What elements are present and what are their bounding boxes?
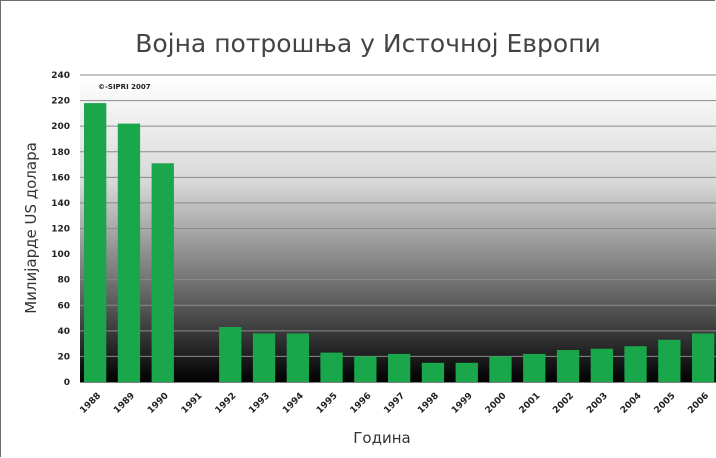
x-tick-label-1996: 1996: [349, 391, 374, 416]
bar-2005: [658, 339, 681, 382]
bar-2002: [556, 350, 580, 382]
x-tick-label-2002: 2002: [551, 391, 576, 416]
x-tick-label-1998: 1998: [416, 391, 441, 416]
bars: [84, 103, 715, 382]
bar-1996: [354, 356, 377, 382]
bar-1993: [252, 333, 276, 382]
y-tick-label: 0: [64, 378, 70, 388]
bar-2004: [624, 346, 647, 382]
x-tick-label-2001: 2001: [518, 391, 543, 416]
bar-1994: [286, 333, 309, 382]
bar-1998: [421, 362, 445, 382]
y-tick-label: 120: [51, 225, 70, 235]
y-tick-label: 140: [51, 199, 70, 209]
bar-1997: [388, 353, 411, 382]
x-tick-label-2005: 2005: [653, 391, 678, 416]
x-tick-label-1990: 1990: [146, 391, 171, 416]
y-tick-label: 40: [57, 327, 70, 337]
x-tick-label-2004: 2004: [619, 391, 644, 416]
x-axis-title: Година: [353, 429, 410, 447]
y-tick-label: 160: [51, 173, 70, 183]
y-tick-label: 180: [51, 148, 70, 158]
bar-2003: [590, 348, 613, 382]
gridlines: [80, 74, 716, 383]
bar-1992: [219, 327, 242, 382]
y-tick-label: 100: [51, 250, 70, 260]
y-tick-label: 200: [51, 122, 70, 132]
x-tick-label-1997: 1997: [382, 391, 407, 416]
x-tick-labels: 1988 1989 1990 1991 1992 1993 1994 1995 1996 1997…: [78, 391, 711, 416]
bar-1989: [117, 123, 141, 382]
bar-1990: [151, 163, 174, 382]
x-tick-label-1994: 1994: [281, 391, 306, 416]
chart-title: Војна потрошња у Источној Европи: [135, 29, 601, 58]
y-tick-label: 20: [57, 352, 70, 362]
source-annotation: ©-SIPRI 2007: [98, 83, 151, 91]
bar-1988: [84, 103, 107, 382]
x-tick-label-1993: 1993: [247, 391, 272, 416]
x-tick-label-1989: 1989: [112, 391, 137, 416]
x-tick-label-1992: 1992: [214, 391, 239, 416]
x-tick-label-2000: 2000: [484, 391, 509, 416]
y-axis-title: Милијарде US долара: [22, 142, 40, 314]
x-tick-label-1988: 1988: [78, 391, 103, 416]
bar-1999: [455, 362, 478, 382]
bar-1995: [320, 352, 343, 382]
x-tick-label-1999: 1999: [450, 391, 475, 416]
x-tick-label-2003: 2003: [585, 391, 610, 416]
x-tick-label-2006: 2006: [686, 391, 711, 416]
x-tick-label-1995: 1995: [315, 391, 340, 416]
bar-2001: [523, 353, 546, 382]
y-tick-label: 80: [57, 276, 70, 286]
bar-2006: [692, 333, 715, 382]
x-tick-label-1991: 1991: [180, 391, 205, 416]
y-tick-label: 60: [57, 301, 70, 311]
y-tick-label: 220: [51, 97, 70, 107]
y-tick-labels: 0 20 40 60 80 100 120 140 160 180 200 220 240: [51, 71, 70, 388]
y-tick-label: 240: [51, 71, 70, 81]
bar-2000: [489, 356, 512, 382]
